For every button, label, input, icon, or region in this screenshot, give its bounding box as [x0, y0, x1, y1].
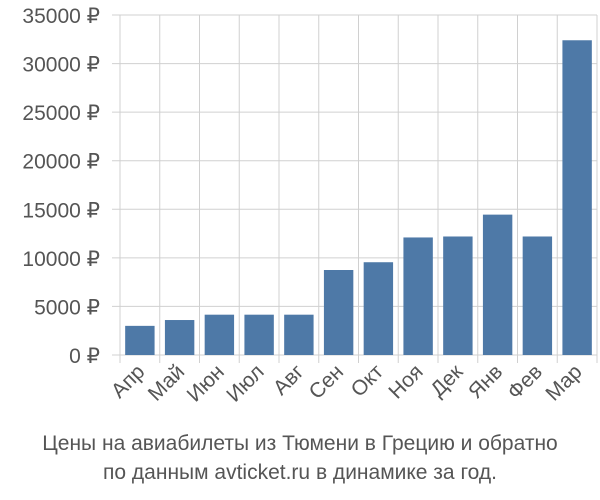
- chart-caption-line-1: Цены на авиабилеты из Тюмени в Грецию и …: [42, 432, 558, 455]
- price-bar-chart: 0 ₽ 5000 ₽ 10000 ₽ 15000 ₽ 20000 ₽ 25000 ₽ 300…: [22, 5, 598, 407]
- x-tick-label: Апр: [107, 360, 149, 402]
- y-tick-label: 20000 ₽: [22, 151, 100, 174]
- x-tick-label: Дек: [426, 360, 468, 402]
- x-tick-label: Май: [144, 360, 189, 405]
- y-tick-label: 5000 ₽: [34, 296, 100, 319]
- chart-caption-line-2: по данным avticket.ru в динамике за год.: [103, 461, 497, 484]
- x-tick-label: Окт: [347, 360, 389, 402]
- y-tick-label: 15000 ₽: [22, 199, 100, 222]
- y-tick-label: 30000 ₽: [22, 54, 100, 77]
- bar-6: [323, 270, 354, 355]
- x-tick-label: Сен: [305, 360, 348, 403]
- bar-8: [403, 237, 433, 355]
- bar-2: [164, 320, 195, 355]
- x-tick-label: Июл: [222, 360, 268, 406]
- bar-1: [125, 325, 155, 355]
- x-tick-label: Фев: [503, 360, 547, 404]
- bar-7: [363, 262, 394, 355]
- y-tick-label: 10000 ₽: [22, 248, 100, 271]
- bar-4: [244, 314, 274, 355]
- bar-9: [443, 236, 473, 355]
- y-tick-label: 25000 ₽: [22, 102, 100, 125]
- x-tick-label: Июн: [183, 360, 229, 406]
- y-tick-label: 35000 ₽: [22, 5, 100, 28]
- y-tick-label: 0 ₽: [69, 345, 100, 368]
- bar-11: [522, 236, 553, 355]
- x-tick-label: Ноя: [384, 360, 427, 403]
- x-tick-label: Мар: [541, 360, 586, 405]
- bar-3: [204, 314, 235, 355]
- bar-10: [482, 214, 513, 355]
- bar-5: [284, 314, 314, 355]
- x-tick-label: Янв: [464, 360, 507, 403]
- bar-12: [562, 40, 592, 355]
- x-tick-label: Авг: [269, 360, 309, 400]
